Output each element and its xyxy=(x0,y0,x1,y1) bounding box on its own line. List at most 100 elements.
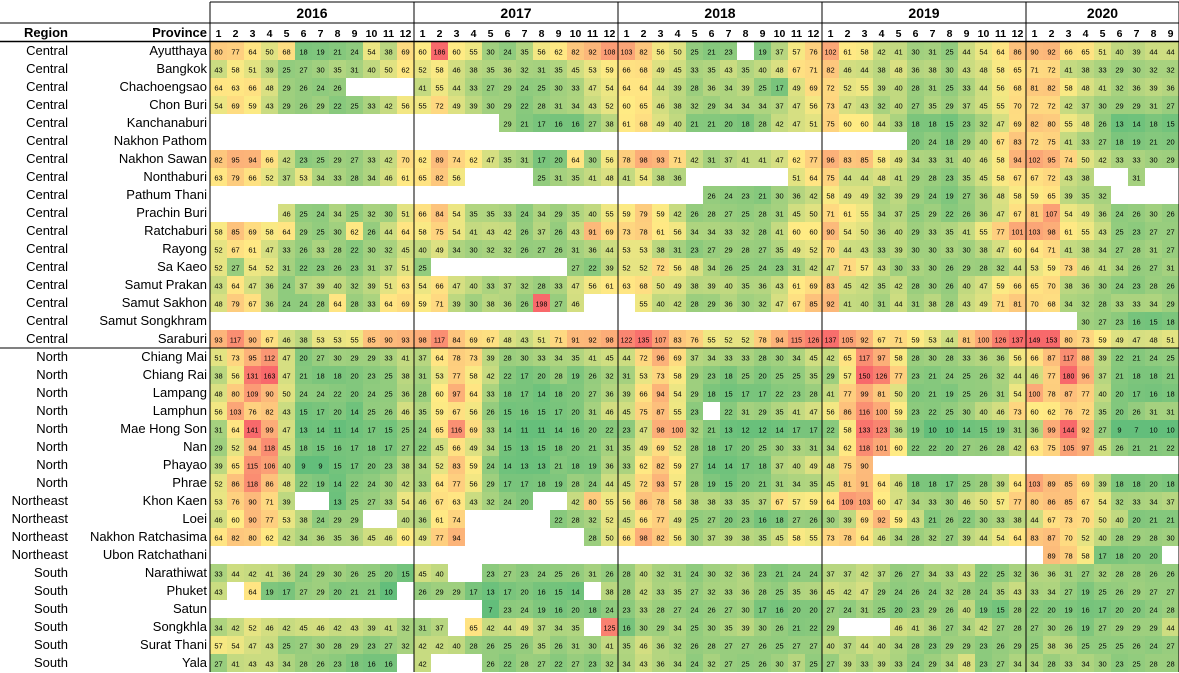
heat-cell-value: 46 xyxy=(265,624,273,633)
heat-cell xyxy=(975,168,992,186)
heat-cell xyxy=(890,204,907,222)
heat-cell-value: 32 xyxy=(605,372,613,381)
heat-cell xyxy=(312,330,329,348)
heat-cell xyxy=(210,168,227,186)
heat-cell xyxy=(1009,132,1026,150)
heat-cell-value: 13 xyxy=(724,426,732,435)
heat-cell-value: 30 xyxy=(316,642,324,651)
heat-cell xyxy=(754,222,771,240)
heat-cell xyxy=(567,348,584,366)
heat-cell-value: 28 xyxy=(945,300,953,309)
heat-cell-value: 35 xyxy=(520,48,528,57)
heat-cell xyxy=(1009,42,1026,60)
heat-cell xyxy=(754,276,771,294)
heat-cell-value: 149 xyxy=(1029,338,1041,345)
heat-cell-value: 38 xyxy=(928,300,936,309)
heat-cell-value: 42 xyxy=(979,624,987,633)
heat-cell-value: 9 xyxy=(301,462,305,471)
heat-cell-value: 56 xyxy=(673,534,681,543)
heat-cell-value: 33 xyxy=(1115,156,1123,165)
heat-cell xyxy=(1145,114,1162,132)
heat-cell-value: 20 xyxy=(724,516,732,525)
heat-cell-value: 20 xyxy=(809,606,817,615)
heat-cell-value: 98 xyxy=(418,336,426,345)
heat-cell-value: 22 xyxy=(588,264,596,273)
heat-cell-value: 28 xyxy=(1013,624,1021,633)
heat-cell-value: 22 xyxy=(945,210,953,219)
heat-cell-value: 72 xyxy=(435,102,443,111)
heat-cell xyxy=(278,276,295,294)
heat-cell-value: 37 xyxy=(384,264,392,273)
heat-cell-value: 32 xyxy=(401,642,409,651)
heat-cell-value: 54 xyxy=(248,264,256,273)
heat-cell-value: 24 xyxy=(928,588,936,597)
heat-cell xyxy=(907,168,924,186)
heat-cell-value: 59 xyxy=(435,408,443,417)
heat-cell-value: 85 xyxy=(1064,498,1072,507)
heat-cell-value: 71 xyxy=(894,336,902,345)
month-label: 4 xyxy=(675,28,681,40)
heat-cell-value: 61 xyxy=(843,48,851,57)
heat-cell-value: 25 xyxy=(758,444,766,453)
heat-cell-value: 27 xyxy=(537,660,545,669)
heat-cell-value: 97 xyxy=(1081,444,1089,453)
heat-cell-value: 28 xyxy=(741,246,749,255)
heat-cell xyxy=(822,204,839,222)
heat-cell xyxy=(414,240,431,258)
heat-cell xyxy=(448,96,465,114)
heat-cell xyxy=(244,294,261,312)
heat-cell-value: 34 xyxy=(622,660,630,669)
heat-cell xyxy=(652,276,669,294)
heat-cell-value: 32 xyxy=(401,624,409,633)
row-region-label: Central xyxy=(26,277,68,292)
heat-cell-value: 15 xyxy=(945,120,953,129)
heat-cell xyxy=(941,132,958,150)
heat-cell-value: 81 xyxy=(1030,210,1038,219)
heat-cell-value: 100 xyxy=(672,428,684,435)
heat-cell xyxy=(975,222,992,240)
heat-cell-value: 49 xyxy=(435,246,443,255)
heat-cell-value: 94 xyxy=(248,444,256,453)
heat-cell-value: 62 xyxy=(401,66,409,75)
heat-cell-value: 33 xyxy=(894,660,902,669)
heat-cell xyxy=(1077,276,1094,294)
heat-cell xyxy=(329,168,346,186)
heat-cell-value: 56 xyxy=(656,48,664,57)
heat-cell xyxy=(1043,78,1060,96)
heat-cell-value: 101 xyxy=(876,446,888,453)
heat-cell xyxy=(907,204,924,222)
heat-cell-value: 24 xyxy=(911,660,919,669)
heat-cell-value: 27 xyxy=(571,660,579,669)
heat-cell-value: 19 xyxy=(588,462,596,471)
heat-cell-value: 56 xyxy=(809,102,817,111)
province-header: Province xyxy=(152,25,207,40)
heat-cell-value: 73 xyxy=(826,534,834,543)
heat-cell-value: 15 xyxy=(299,408,307,417)
heat-cell-value: 27 xyxy=(316,354,324,363)
heat-cell-value: 25 xyxy=(962,372,970,381)
heat-cell-value: 15 xyxy=(724,480,732,489)
heat-cell-value: 55 xyxy=(979,228,987,237)
heat-cell-value: 26 xyxy=(520,246,528,255)
heat-cell-value: 34 xyxy=(894,534,902,543)
heat-cell-value: 65 xyxy=(1047,192,1055,201)
heat-cell-value: 71 xyxy=(435,300,443,309)
heat-cell xyxy=(601,258,618,276)
heat-cell-value: 66 xyxy=(1013,282,1021,291)
heat-cell xyxy=(1145,60,1162,78)
heat-cell-value: 74 xyxy=(1064,156,1072,165)
heat-cell-value: 48 xyxy=(1149,336,1157,345)
heat-cell-value: 18 xyxy=(1132,372,1140,381)
heat-cell-value: 22 xyxy=(928,444,936,453)
heat-cell xyxy=(1060,132,1077,150)
heat-cell xyxy=(703,222,720,240)
heat-cell xyxy=(1094,222,1111,240)
heat-cell-value: 40 xyxy=(894,228,902,237)
heat-cell-value: 31 xyxy=(792,264,800,273)
heat-cell-value: 78 xyxy=(622,156,630,165)
heat-cell-value: 52 xyxy=(605,102,613,111)
heat-cell-value: 35 xyxy=(775,246,783,255)
heat-cell xyxy=(1094,204,1111,222)
heat-cell-value: 42 xyxy=(894,282,902,291)
row-region-label: Central xyxy=(26,151,68,166)
